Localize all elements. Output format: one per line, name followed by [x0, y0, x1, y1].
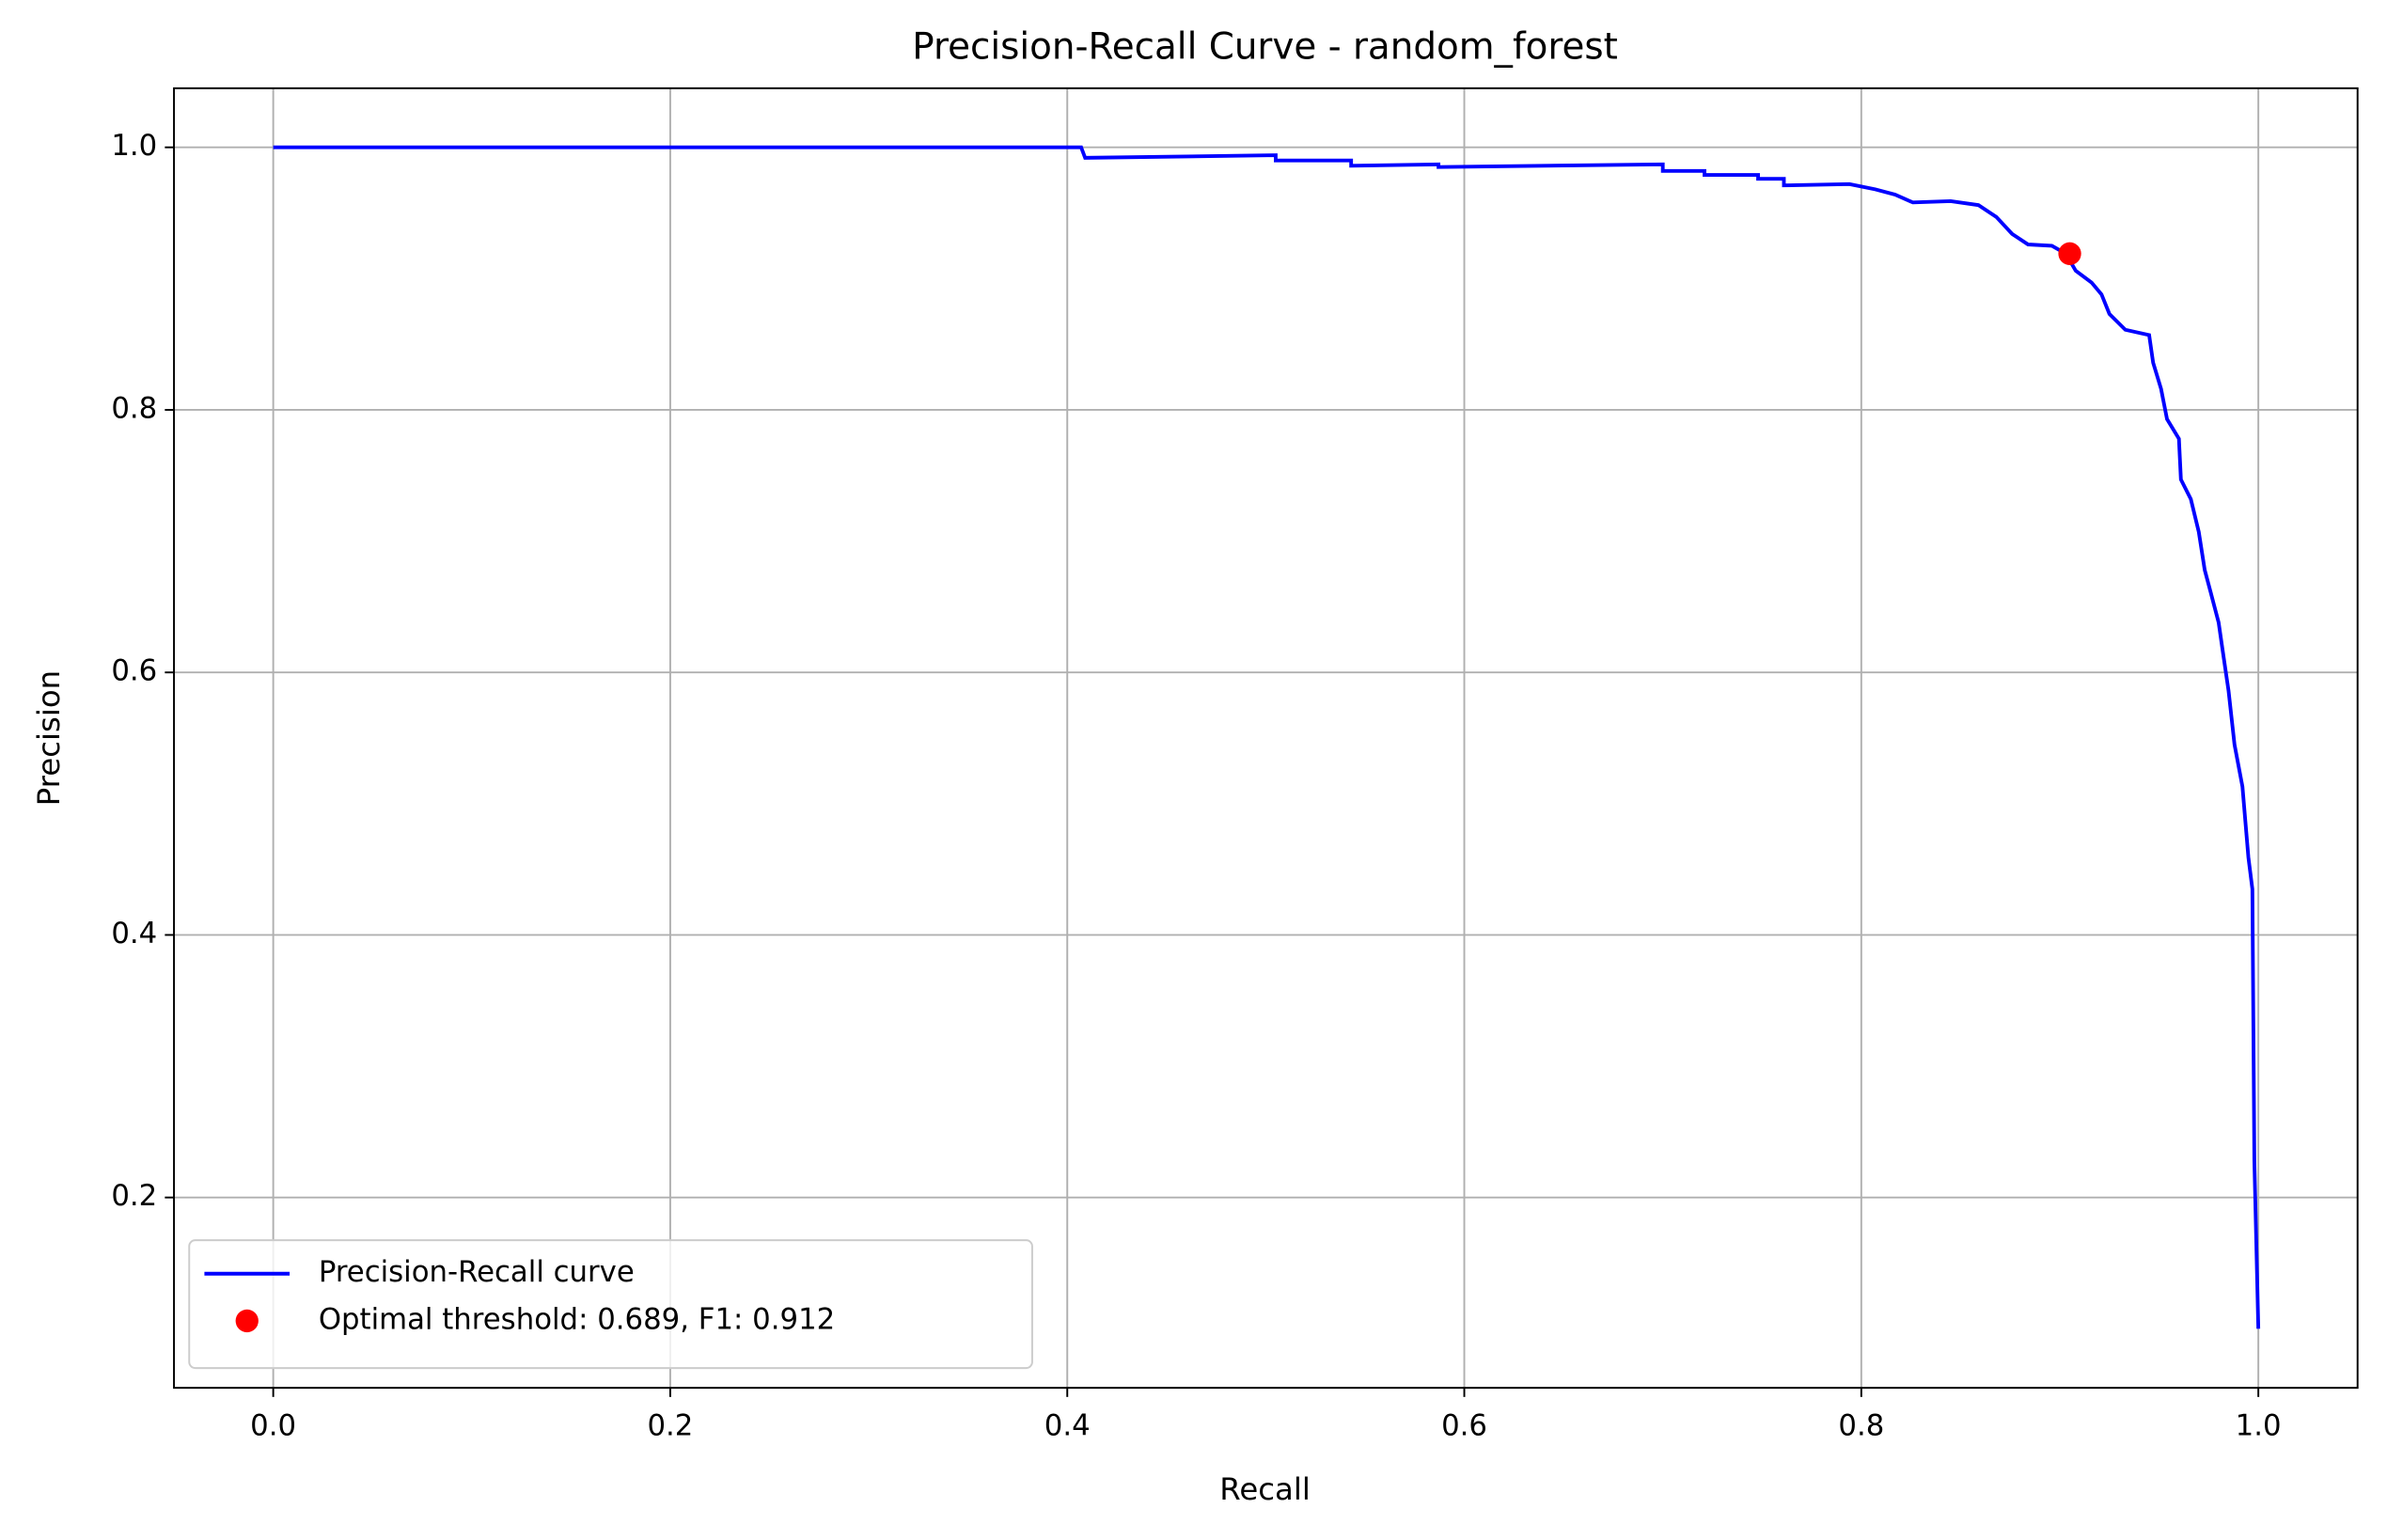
y-tick-label: 1.0 — [111, 129, 157, 163]
y-tick-label: 0.6 — [111, 654, 157, 688]
x-axis-label: Recall — [1219, 1471, 1311, 1507]
chart-title: Precision-Recall Curve - random_forest — [912, 25, 1618, 68]
pr-curve — [273, 145, 2261, 1329]
x-tick-label: 1.0 — [2236, 1409, 2282, 1443]
legend-label: Precision-Recall curve — [319, 1255, 635, 1289]
plot-frame — [173, 86, 2359, 1390]
legend-swatch — [235, 1309, 259, 1333]
optimal-point — [2058, 242, 2081, 265]
x-tick-label: 0.0 — [250, 1409, 296, 1443]
y-axis-label: Precision — [31, 670, 67, 806]
x-tick-label: 0.6 — [1441, 1409, 1487, 1443]
y-tick-label: 0.8 — [111, 391, 157, 425]
legend-label: Optimal threshold: 0.689, F1: 0.912 — [319, 1302, 835, 1336]
y-tick-label: 0.4 — [111, 917, 157, 951]
legend-box — [188, 1239, 1033, 1370]
y-tick-label: 0.2 — [111, 1179, 157, 1213]
x-tick-label: 0.2 — [647, 1409, 693, 1443]
x-tick-label: 0.4 — [1044, 1409, 1091, 1443]
x-tick-label: 0.8 — [1838, 1409, 1884, 1443]
